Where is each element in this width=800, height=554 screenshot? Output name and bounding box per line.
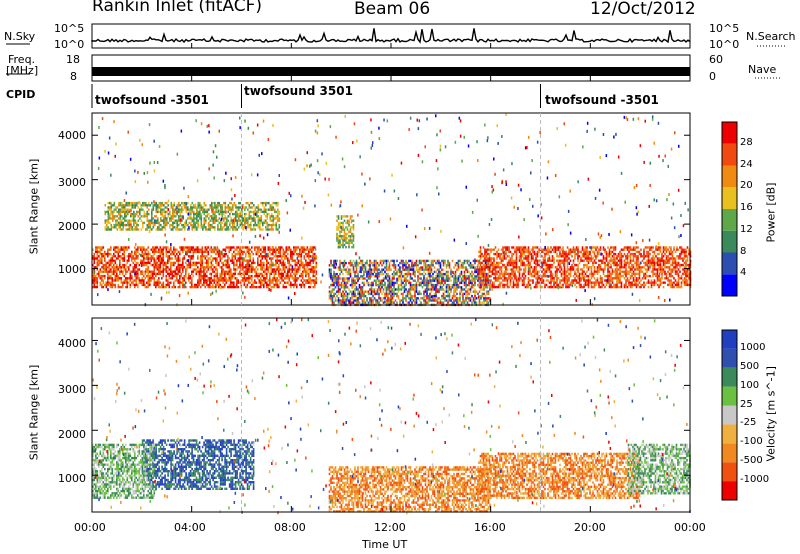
- power-echo-region-5: [336, 215, 355, 249]
- xtick-3: 12:00: [374, 521, 406, 534]
- velocity-ytick-3000: 3000: [58, 383, 86, 396]
- velocity-colorbar-seg-6: [722, 367, 737, 387]
- nsky-tick-high-right: 10^5: [709, 22, 740, 35]
- velocity-ytick-4000: 4000: [58, 337, 86, 350]
- power-ytick-2000: 2000: [58, 220, 86, 233]
- velocity-colorbar-tick: 1000: [740, 341, 766, 353]
- power-colorbar-seg-7: [722, 122, 737, 144]
- power-colorbar-tick: 28: [740, 136, 753, 148]
- power-ytick-4000: 4000: [58, 129, 86, 142]
- cpid-label: CPID: [6, 88, 36, 101]
- velocity-echo-region-4: [478, 452, 641, 500]
- velocity-echo-region-5: [627, 443, 691, 495]
- freq-trace-band: [92, 67, 690, 76]
- power-ytick-3000: 3000: [58, 176, 86, 189]
- velocity-colorbar-tick: -500: [740, 455, 763, 467]
- xtick-4: 16:00: [474, 521, 506, 534]
- velocity-colorbar-seg-8: [722, 330, 737, 349]
- nave-tick-low: 0: [709, 70, 716, 83]
- power-colorbar-frame: [721, 121, 738, 297]
- nsky-tick-high: 10^5: [54, 22, 85, 35]
- xtick-6: 00:00: [674, 521, 706, 534]
- power-echo-region-1: [92, 246, 318, 289]
- xtick-2: 08:00: [274, 521, 306, 534]
- cpid-segment-1: twofsound -3501: [95, 93, 209, 107]
- xtick-0: 00:00: [74, 521, 106, 534]
- power-colorbar-seg-6: [722, 143, 737, 166]
- nave-tick-high: 60: [709, 53, 723, 66]
- date-title: 12/Oct/2012: [590, 0, 696, 19]
- velocity-colorbar-seg-0: [722, 481, 737, 500]
- power-echo-region-2: [104, 201, 281, 231]
- power-colorbar-seg-5: [722, 165, 737, 188]
- xtick-5: 20:00: [574, 521, 606, 534]
- power-colorbar-seg-4: [722, 187, 737, 209]
- velocity-colorbar-tick: 25: [740, 398, 753, 410]
- power-colorbar-tick: 8: [740, 245, 747, 257]
- freq-label-1: Freq.: [8, 53, 36, 66]
- cpid-segment-3: twofsound -3501: [545, 93, 659, 107]
- beam-title: Beam 06: [354, 0, 431, 19]
- velocity-colorbar-tick: 500: [740, 360, 760, 372]
- nsky-tick-low-right: 10^0: [709, 38, 740, 51]
- nsearch-label: N.Search: [746, 30, 796, 43]
- velocity-ytick-2000: 2000: [58, 428, 86, 441]
- velocity-colorbar-seg-2: [722, 443, 737, 463]
- velocity-echo-region-2: [92, 443, 156, 499]
- freq-tick-low: 8: [70, 70, 77, 83]
- velocity-colorbar-seg-3: [722, 424, 737, 444]
- velocity-ytick-1000: 1000: [58, 472, 86, 485]
- velocity-colorbar-seg-1: [722, 462, 737, 482]
- velocity-colorbar-tick: -100: [740, 436, 763, 448]
- power-colorbar-tick: 4: [740, 267, 747, 279]
- power-colorbar-tick: 12: [740, 223, 753, 235]
- power-colorbar-tick: 20: [740, 180, 753, 192]
- velocity-colorbar-frame: [721, 329, 738, 501]
- power-echo-region-3: [328, 259, 491, 307]
- velocity-colorbar-tick: 100: [740, 379, 760, 391]
- velocity-colorbar-tick: -25: [740, 417, 757, 429]
- velocity-echo-region-3: [328, 466, 491, 513]
- freq-tick-high: 18: [66, 53, 80, 66]
- cpid-segment-2: twofsound 3501: [244, 84, 353, 98]
- nsky-trace: [91, 28, 691, 44]
- xlabel: Time UT: [362, 538, 408, 551]
- nsky-tick-low: 10^0: [54, 38, 85, 51]
- station-title: Rankin Inlet (fitACF): [92, 0, 263, 16]
- velocity-colorbar-seg-5: [722, 386, 737, 406]
- power-colorbar-tick: 24: [740, 158, 753, 170]
- xtick-1: 04:00: [174, 521, 206, 534]
- power-ytick-1000: 1000: [58, 263, 86, 276]
- power-colorbar-tick: 16: [740, 202, 753, 213]
- velocity-colorbar-seg-4: [722, 405, 737, 425]
- velocity-echo-region-1: [141, 439, 255, 490]
- velocity-colorbar-tick: -1000: [740, 474, 770, 486]
- power-sparse-echoes: [93, 113, 689, 307]
- power-colorbar-seg-3: [722, 209, 737, 231]
- nave-label: Nave: [748, 63, 777, 76]
- power-echo-region-4: [478, 246, 692, 289]
- velocity-sparse-echoes: [92, 318, 691, 515]
- power-colorbar-seg-0: [722, 274, 737, 296]
- nsky-label: N.Sky: [4, 30, 36, 43]
- power-colorbar-seg-1: [722, 252, 737, 275]
- velocity-colorbar-seg-7: [722, 348, 737, 368]
- power-colorbar-seg-2: [722, 230, 737, 253]
